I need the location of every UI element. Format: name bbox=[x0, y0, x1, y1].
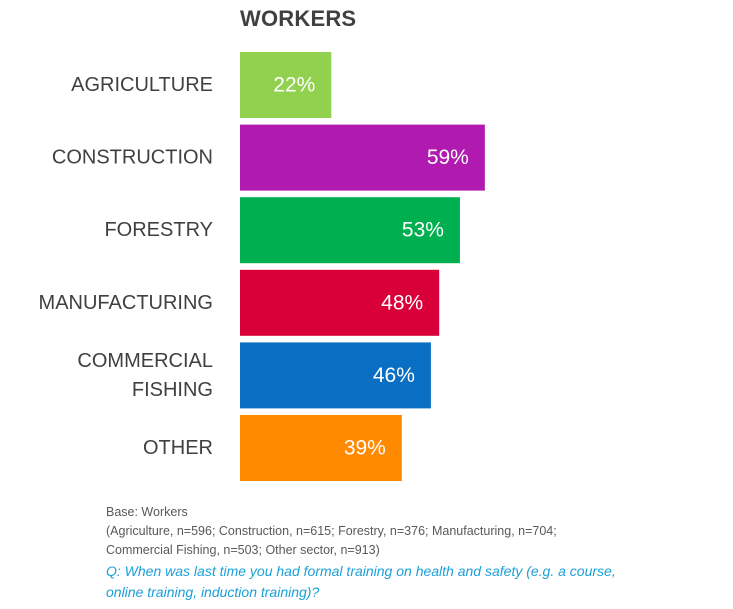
value-label-other: 39% bbox=[344, 437, 386, 460]
question-line-1: Q: When was last time you had formal tra… bbox=[106, 563, 616, 579]
bar-manufacturing bbox=[240, 269, 440, 336]
bar-chart: 22% AGRICULTURE 59% CONSTRUCTION 53% FORESTRY… bbox=[39, 52, 485, 481]
bar-forestry bbox=[240, 197, 460, 264]
bar-other bbox=[240, 415, 402, 481]
category-label-commercial-fishing-line-1: COMMERCIAL bbox=[77, 350, 213, 372]
question-line-2: online training, induction training)? bbox=[106, 584, 320, 600]
chart-title: WORKERS bbox=[240, 6, 357, 31]
bar-commercial-fishing bbox=[240, 342, 431, 409]
bar-construction bbox=[240, 124, 485, 191]
value-label-agriculture: 22% bbox=[273, 74, 315, 97]
category-label-forestry: FORESTRY bbox=[104, 219, 213, 241]
bar-agriculture bbox=[240, 52, 332, 118]
value-label-forestry: 53% bbox=[402, 219, 444, 242]
category-label-commercial-fishing-line-2: FISHING bbox=[132, 379, 213, 401]
category-label-manufacturing: MANUFACTURING bbox=[39, 292, 213, 314]
value-label-manufacturing: 48% bbox=[381, 291, 423, 314]
base-label: Base: Workers bbox=[106, 505, 188, 519]
value-label-construction: 59% bbox=[427, 146, 469, 169]
base-detail-line-2: Commercial Fishing, n=503; Other sector,… bbox=[106, 543, 380, 557]
category-label-other: OTHER bbox=[143, 437, 213, 459]
category-label-construction: CONSTRUCTION bbox=[52, 147, 213, 169]
value-label-commercial-fishing: 46% bbox=[373, 364, 415, 387]
category-label-agriculture: AGRICULTURE bbox=[71, 74, 213, 96]
base-detail-line-1: (Agriculture, n=596; Construction, n=615… bbox=[106, 524, 557, 538]
